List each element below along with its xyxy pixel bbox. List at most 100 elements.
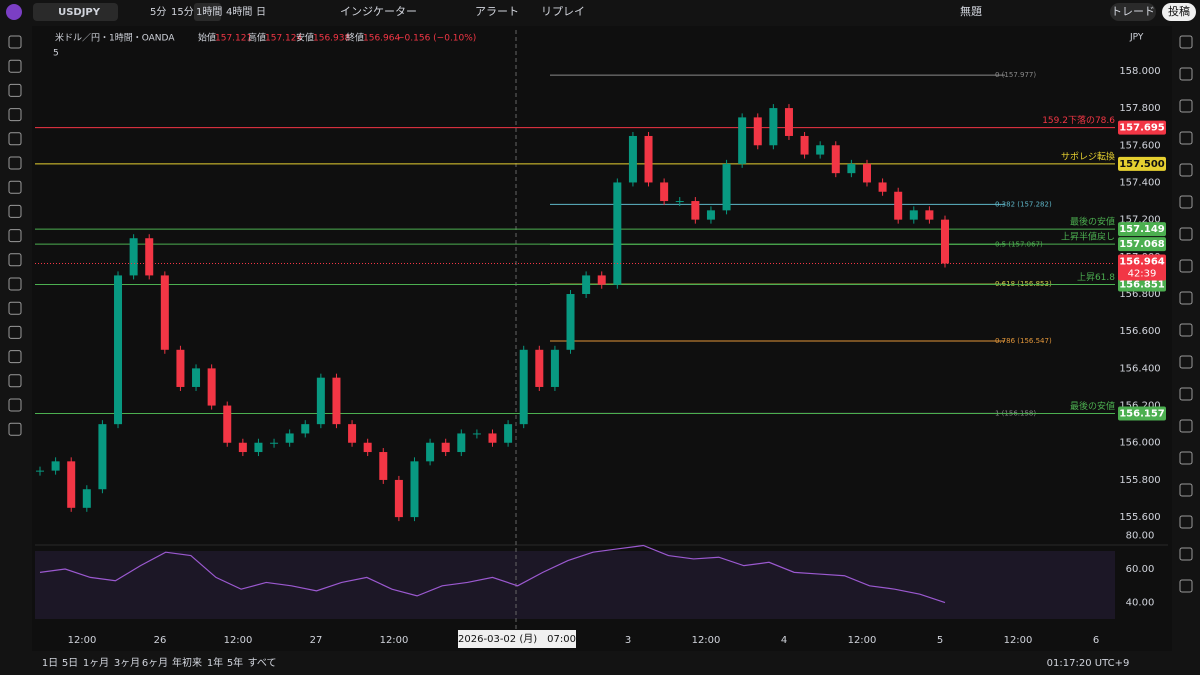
side-icon <box>1179 131 1193 145</box>
candle <box>457 433 466 453</box>
price-box <box>1118 222 1166 237</box>
candle <box>145 238 154 276</box>
interval[interactable]: 15分 <box>171 6 194 18</box>
currency[interactable]: JPY <box>1129 33 1144 43</box>
interval[interactable]: 4時間 <box>226 6 252 18</box>
candle <box>51 461 60 471</box>
header-symbol[interactable]: USDJPY <box>58 7 101 18</box>
header-alert[interactable]: アラート <box>475 5 519 18</box>
range-button[interactable]: 年初来 <box>172 656 202 669</box>
tool-icon <box>8 229 22 243</box>
candle <box>36 470 44 472</box>
y-tick-label: 156.800 <box>1119 289 1160 300</box>
rsi-tick-label: 80.00 <box>1126 530 1155 541</box>
clock: 01:17:20 UTC+9 <box>1047 658 1130 669</box>
candle <box>847 163 856 174</box>
y-tick-label: 157.600 <box>1119 140 1160 151</box>
range-button[interactable]: 6ヶ月 <box>142 657 168 669</box>
candle <box>67 461 76 508</box>
time-label: 26 <box>154 635 167 646</box>
candle <box>894 191 903 220</box>
h-line-label: 最後の安値 <box>1070 400 1115 412</box>
candle <box>769 108 778 146</box>
legend-item: 安値 <box>296 32 314 44</box>
legend-item: 終値 <box>346 32 364 44</box>
side-icon <box>1179 451 1193 465</box>
range-button[interactable]: 1年 <box>207 656 223 669</box>
time-label: 12:00 <box>848 635 877 646</box>
trade[interactable]: トレード <box>1111 5 1155 18</box>
crosshair-box <box>458 630 576 648</box>
price-box <box>1118 277 1166 292</box>
symbol-box[interactable] <box>33 3 118 21</box>
interval[interactable]: 5分 <box>150 6 166 18</box>
candle <box>941 219 949 264</box>
tool-icon <box>8 108 22 122</box>
side-icon <box>1179 163 1193 177</box>
candle <box>488 433 497 443</box>
candle <box>582 275 591 295</box>
last-price: 156.964 <box>1119 257 1165 268</box>
legend-item: 157.124 <box>265 34 302 44</box>
time-label: 12:00 <box>380 635 409 646</box>
candle <box>207 368 216 406</box>
candle <box>238 442 247 453</box>
right-toolbar <box>1172 26 1200 651</box>
bottom-bar <box>0 651 1200 675</box>
time-label: 5 <box>937 635 943 646</box>
range-button[interactable]: 1日 <box>42 658 58 669</box>
candle <box>831 145 840 174</box>
interval[interactable]: 1時間 <box>196 6 222 18</box>
interval-active[interactable] <box>194 3 221 21</box>
candle <box>660 182 669 202</box>
range-button[interactable]: すべて <box>248 657 277 669</box>
range-button[interactable]: 5日 <box>62 658 78 669</box>
tool-icon <box>8 422 22 436</box>
y-tick-label: 158.000 <box>1119 66 1160 77</box>
avatar[interactable] <box>6 4 22 20</box>
layout-name[interactable]: 無題 <box>960 4 982 18</box>
side-icon <box>1179 323 1193 337</box>
tool-icon <box>8 35 22 49</box>
price-box-label: 157.500 <box>1119 159 1165 170</box>
tool-icon <box>8 253 22 267</box>
publish-button[interactable] <box>1162 3 1196 21</box>
candle <box>114 275 123 425</box>
range-button[interactable]: 5年 <box>227 656 243 669</box>
header-indicators[interactable]: インジケーター <box>340 5 417 18</box>
candle <box>878 182 887 192</box>
candle <box>98 424 107 490</box>
candle <box>519 349 528 425</box>
time-label: 12:00 <box>224 635 253 646</box>
candle <box>784 108 793 136</box>
y-tick-label: 156.400 <box>1119 363 1160 374</box>
rsi-tick-label: 60.00 <box>1126 564 1155 575</box>
publish[interactable]: 投稿 <box>1168 4 1190 18</box>
time-label: 12:00 <box>68 635 97 646</box>
price-box-label: 157.695 <box>1119 123 1165 134</box>
time-label: 6 <box>1093 635 1099 646</box>
candle <box>675 201 684 203</box>
range-button[interactable]: 1ヶ月 <box>83 657 109 669</box>
header-replay[interactable]: リプレイ <box>541 5 585 18</box>
candle <box>223 405 232 443</box>
side-icon <box>1179 483 1193 497</box>
y-tick-label: 156.600 <box>1119 326 1160 337</box>
legend-item: 157.121 <box>215 34 252 44</box>
candle <box>535 349 544 387</box>
range-button[interactable]: 3ヶ月 <box>114 657 140 669</box>
side-icon <box>1179 547 1193 561</box>
candle <box>738 117 747 164</box>
y-tick-label: 157.400 <box>1119 177 1160 188</box>
tool-icon <box>8 180 22 194</box>
price-box <box>1118 406 1166 421</box>
candle <box>176 349 185 387</box>
legend-item: 高値 <box>248 32 266 44</box>
tool-icon <box>8 204 22 218</box>
trade-button[interactable] <box>1110 3 1156 21</box>
interval[interactable]: 日 <box>256 7 266 18</box>
y-tick-label: 157.200 <box>1119 215 1160 226</box>
countdown: 42:39 <box>1128 269 1157 280</box>
rsi-band <box>35 551 1115 619</box>
